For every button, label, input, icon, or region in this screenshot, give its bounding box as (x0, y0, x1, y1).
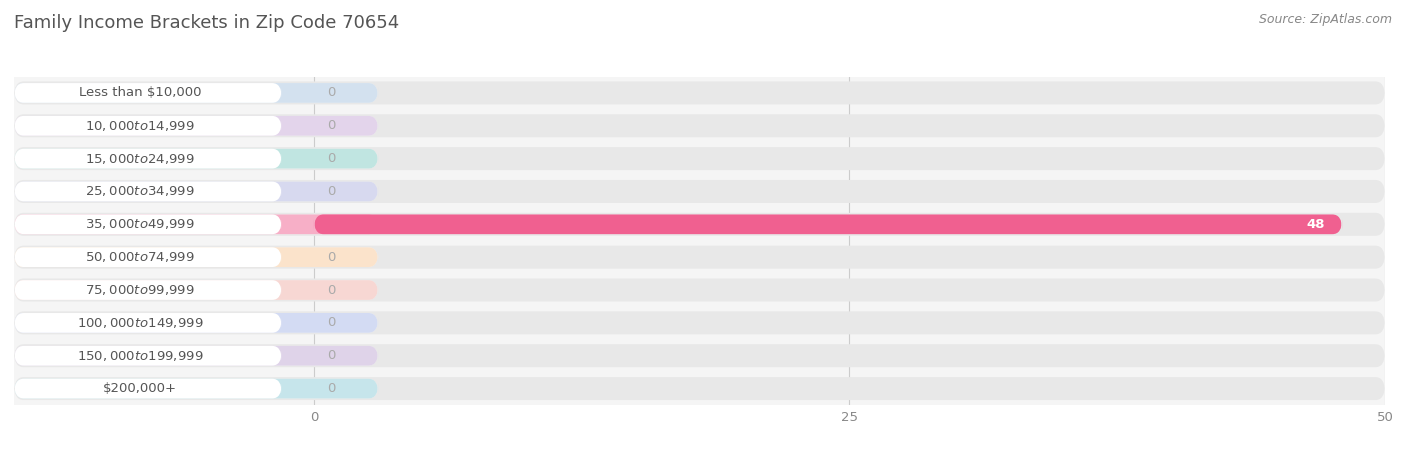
FancyBboxPatch shape (14, 116, 281, 135)
FancyBboxPatch shape (14, 114, 1385, 137)
FancyBboxPatch shape (14, 313, 281, 333)
FancyBboxPatch shape (14, 248, 378, 267)
FancyBboxPatch shape (14, 311, 1385, 334)
FancyBboxPatch shape (14, 215, 378, 234)
Text: 0: 0 (326, 284, 335, 297)
FancyBboxPatch shape (14, 215, 281, 234)
FancyBboxPatch shape (14, 215, 378, 234)
FancyBboxPatch shape (14, 149, 281, 168)
FancyBboxPatch shape (14, 246, 1385, 269)
FancyBboxPatch shape (14, 213, 1385, 236)
Text: $75,000 to $99,999: $75,000 to $99,999 (86, 283, 195, 297)
Text: $200,000+: $200,000+ (103, 382, 177, 395)
FancyBboxPatch shape (14, 149, 378, 168)
FancyBboxPatch shape (14, 248, 378, 267)
FancyBboxPatch shape (14, 313, 378, 333)
FancyBboxPatch shape (14, 83, 378, 103)
Text: $100,000 to $149,999: $100,000 to $149,999 (77, 316, 204, 330)
Text: 0: 0 (326, 382, 335, 395)
FancyBboxPatch shape (14, 379, 378, 398)
Text: Less than $10,000: Less than $10,000 (79, 86, 201, 99)
FancyBboxPatch shape (14, 182, 378, 201)
FancyBboxPatch shape (14, 280, 281, 300)
FancyBboxPatch shape (14, 116, 378, 135)
Text: 48: 48 (1306, 218, 1324, 231)
Text: 0: 0 (326, 349, 335, 362)
FancyBboxPatch shape (14, 279, 1385, 302)
Text: Source: ZipAtlas.com: Source: ZipAtlas.com (1258, 14, 1392, 27)
Text: $35,000 to $49,999: $35,000 to $49,999 (86, 217, 195, 231)
FancyBboxPatch shape (14, 346, 378, 365)
Text: 0: 0 (326, 86, 335, 99)
Text: Family Income Brackets in Zip Code 70654: Family Income Brackets in Zip Code 70654 (14, 14, 399, 32)
Text: $150,000 to $199,999: $150,000 to $199,999 (77, 349, 204, 363)
Text: 0: 0 (326, 119, 335, 132)
FancyBboxPatch shape (14, 149, 378, 168)
FancyBboxPatch shape (14, 346, 281, 365)
FancyBboxPatch shape (14, 379, 281, 398)
Text: 0: 0 (326, 152, 335, 165)
FancyBboxPatch shape (14, 81, 1385, 104)
FancyBboxPatch shape (14, 182, 281, 201)
Text: $15,000 to $24,999: $15,000 to $24,999 (86, 152, 195, 166)
FancyBboxPatch shape (14, 83, 378, 103)
FancyBboxPatch shape (14, 182, 378, 201)
Text: $25,000 to $34,999: $25,000 to $34,999 (86, 184, 195, 198)
Text: 0: 0 (326, 185, 335, 198)
Text: 0: 0 (326, 316, 335, 329)
FancyBboxPatch shape (14, 280, 378, 300)
Text: $50,000 to $74,999: $50,000 to $74,999 (86, 250, 195, 264)
FancyBboxPatch shape (14, 116, 378, 135)
FancyBboxPatch shape (314, 215, 1343, 234)
FancyBboxPatch shape (14, 248, 281, 267)
FancyBboxPatch shape (14, 379, 378, 398)
FancyBboxPatch shape (14, 280, 378, 300)
FancyBboxPatch shape (14, 346, 378, 365)
FancyBboxPatch shape (14, 313, 378, 333)
Text: $10,000 to $14,999: $10,000 to $14,999 (86, 119, 195, 133)
FancyBboxPatch shape (14, 83, 281, 103)
FancyBboxPatch shape (14, 147, 1385, 170)
FancyBboxPatch shape (14, 377, 1385, 400)
FancyBboxPatch shape (14, 180, 1385, 203)
Text: 0: 0 (326, 251, 335, 264)
FancyBboxPatch shape (14, 344, 1385, 367)
